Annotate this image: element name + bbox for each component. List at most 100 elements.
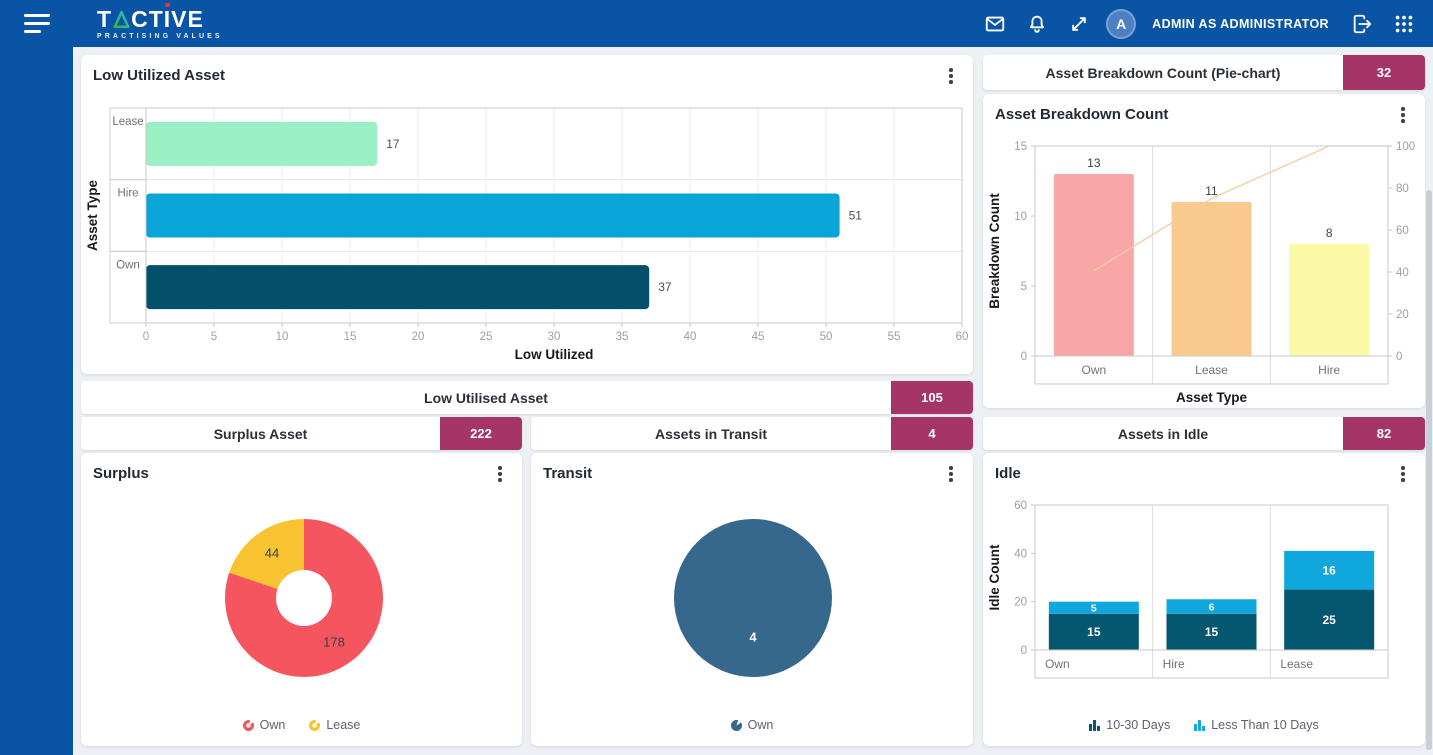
svg-text:40: 40	[684, 331, 697, 343]
legend-item-less-than-10-days[interactable]: Less Than 10 Days	[1194, 718, 1318, 732]
logo-triangle-icon	[113, 10, 130, 29]
user-name-label[interactable]: ADMIN AS ADMINISTRATOR	[1152, 17, 1329, 31]
transit-legend: Own	[531, 718, 973, 732]
card-title-surplus: Surplus	[93, 465, 149, 482]
pie-slice-icon	[731, 720, 742, 731]
svg-text:25: 25	[1322, 613, 1336, 627]
svg-text:13: 13	[1087, 156, 1101, 170]
low-utilized-bar-chart: 051015202530354045505560Lease17Hire51Own…	[81, 101, 973, 373]
svg-text:0: 0	[1021, 645, 1027, 657]
card-idle: Idle 0204060155Own156Hire2516LeaseIdle C…	[983, 453, 1425, 746]
expand-fullscreen-icon[interactable]	[1062, 7, 1096, 41]
bar-chart-icon	[1194, 720, 1205, 731]
svg-text:Idle Count: Idle Count	[987, 544, 1002, 610]
svg-text:17: 17	[386, 137, 400, 151]
nav-burger-zone	[0, 10, 73, 37]
brand-logo-tagline: PRACTISING VALUES	[97, 33, 223, 40]
banner-asset-breakdown-count[interactable]: Asset Breakdown Count (Pie-chart) 32	[983, 55, 1425, 90]
count-badge: 32	[1343, 55, 1425, 90]
sidebar[interactable]	[0, 47, 73, 755]
count-badge: 105	[891, 381, 973, 414]
svg-text:Lease: Lease	[1280, 657, 1313, 671]
svg-text:Hire: Hire	[1163, 657, 1185, 671]
card-menu-kebab-icon[interactable]	[1393, 463, 1413, 485]
legend-label: Less Than 10 Days	[1211, 718, 1318, 732]
legend-label: Lease	[326, 718, 360, 732]
notifications-bell-icon[interactable]	[1020, 7, 1054, 41]
banner-surplus-asset[interactable]: Surplus Asset 222	[81, 417, 522, 450]
card-low-utilized-asset: Low Utilized Asset 051015202530354045505…	[81, 55, 973, 374]
svg-text:0: 0	[1021, 351, 1027, 363]
bar-chart-icon	[1089, 720, 1100, 731]
app-root: TCTIVE PRACTISING VALUES A ADMIN AS ADMI…	[0, 0, 1433, 755]
idle-stacked-bar-chart: 0204060155Own156Hire2516LeaseIdle Count	[983, 491, 1425, 681]
svg-text:40: 40	[1014, 548, 1027, 560]
svg-text:25: 25	[480, 331, 493, 343]
count-badge: 222	[440, 417, 522, 450]
svg-text:15: 15	[344, 331, 357, 343]
card-title-transit: Transit	[543, 465, 592, 482]
svg-text:Lease: Lease	[112, 116, 143, 128]
legend-item-own[interactable]: Own	[731, 718, 774, 732]
brand-logo-wordmark: TCTIVE	[97, 8, 223, 31]
legend-item-10-30-days[interactable]: 10-30 Days	[1089, 718, 1170, 732]
card-surplus: Surplus 44 178 Own Lease	[81, 453, 522, 746]
svg-text:60: 60	[1396, 225, 1409, 237]
legend-label: Own	[748, 718, 774, 732]
svg-text:35: 35	[616, 331, 629, 343]
card-menu-kebab-icon[interactable]	[941, 65, 961, 87]
svg-text:20: 20	[412, 331, 425, 343]
svg-text:20: 20	[1014, 597, 1027, 609]
card-title-breakdown: Asset Breakdown Count	[995, 106, 1168, 123]
banner-assets-in-transit[interactable]: Assets in Transit 4	[531, 417, 973, 450]
legend-item-lease[interactable]: Lease	[309, 718, 360, 732]
legend-label: Own	[260, 718, 286, 732]
card-asset-breakdown-count: Asset Breakdown Count 051015020406080100…	[983, 94, 1425, 408]
card-menu-kebab-icon[interactable]	[941, 463, 961, 485]
count-badge: 4	[891, 417, 973, 450]
count-badge: 82	[1343, 417, 1425, 450]
banner-assets-in-idle[interactable]: Assets in Idle 82	[983, 417, 1425, 450]
svg-text:15: 15	[1087, 625, 1101, 639]
svg-text:Hire: Hire	[1318, 363, 1340, 377]
svg-text:15: 15	[1014, 141, 1027, 153]
svg-text:5: 5	[211, 331, 217, 343]
svg-text:37: 37	[658, 280, 672, 294]
idle-legend: 10-30 Days Less Than 10 Days	[983, 718, 1425, 732]
brand-logo[interactable]: TCTIVE PRACTISING VALUES	[97, 8, 223, 40]
svg-text:Low Utilized: Low Utilized	[515, 347, 594, 362]
pie-slice-icon	[309, 720, 320, 731]
card-menu-kebab-icon[interactable]	[1393, 104, 1413, 126]
banner-label: Assets in Idle	[983, 426, 1343, 442]
apps-grid-icon[interactable]	[1387, 7, 1421, 41]
svg-text:10: 10	[1014, 211, 1027, 223]
surplus-legend: Own Lease	[81, 718, 522, 732]
menu-toggle-icon[interactable]	[20, 10, 54, 37]
donut-value-label-own: 178	[323, 635, 345, 650]
svg-text:Asset Type: Asset Type	[85, 179, 100, 251]
card-title-low-utilized: Low Utilized Asset	[93, 67, 225, 84]
card-menu-kebab-icon[interactable]	[490, 463, 510, 485]
banner-label: Asset Breakdown Count (Pie-chart)	[983, 65, 1343, 81]
transit-pie-chart	[674, 519, 832, 677]
user-avatar[interactable]: A	[1106, 9, 1136, 39]
svg-text:100: 100	[1396, 141, 1415, 153]
legend-label: 10-30 Days	[1106, 718, 1170, 732]
svg-text:5: 5	[1091, 603, 1097, 615]
banner-low-utilised-asset[interactable]: Low Utilised Asset 105	[81, 381, 973, 414]
svg-text:80: 80	[1396, 183, 1409, 195]
svg-text:8: 8	[1326, 226, 1333, 240]
svg-text:0: 0	[143, 331, 149, 343]
pie-value-label-own: 4	[749, 630, 756, 645]
svg-text:Lease: Lease	[1195, 363, 1228, 377]
mail-icon[interactable]	[978, 7, 1012, 41]
breakdown-pareto-chart: 05101502040608010013Own11Lease8HireAsset…	[983, 132, 1425, 408]
svg-text:Own: Own	[116, 259, 140, 271]
svg-text:55: 55	[888, 331, 901, 343]
svg-text:20: 20	[1396, 309, 1409, 321]
vertical-scrollbar[interactable]	[1426, 190, 1432, 750]
logout-icon[interactable]	[1345, 7, 1379, 41]
svg-text:Asset Type: Asset Type	[1176, 390, 1248, 405]
svg-text:5: 5	[1021, 281, 1027, 293]
legend-item-own[interactable]: Own	[243, 718, 286, 732]
